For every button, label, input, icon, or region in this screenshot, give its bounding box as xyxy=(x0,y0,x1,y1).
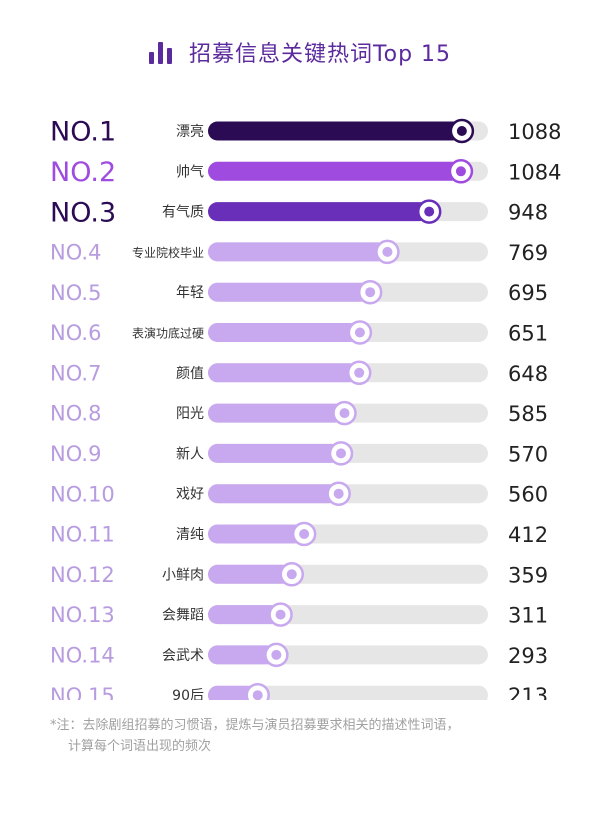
bar xyxy=(208,202,430,222)
keyword-label: 帅气 xyxy=(176,164,204,180)
value-label: 651 xyxy=(508,322,548,346)
bar-end-dot xyxy=(286,569,297,580)
bar-end-dot xyxy=(275,609,286,620)
footnote-line-2: 计算每个词语出现的频次 xyxy=(68,739,212,754)
bar xyxy=(208,645,277,665)
chart-title: 招募信息关键热词Top 15 xyxy=(188,42,452,67)
bar xyxy=(208,524,305,544)
keyword-label: 表演功底过硬 xyxy=(132,326,204,341)
bar-end-dot xyxy=(333,488,344,499)
rank-label: NO.7 xyxy=(50,361,101,385)
rank-label: NO.11 xyxy=(50,523,115,547)
keyword-label: 90后 xyxy=(172,688,204,700)
keyword-label: 专业院校毕业 xyxy=(132,245,204,260)
rank-label: NO.9 xyxy=(50,442,101,466)
bar xyxy=(208,564,292,584)
rank-label: NO.15 xyxy=(50,684,115,700)
rank-label: NO.12 xyxy=(50,563,115,587)
bar xyxy=(208,323,360,342)
value-label: 695 xyxy=(508,281,548,305)
rank-label: NO.14 xyxy=(50,643,115,667)
value-label: 1088 xyxy=(508,120,561,144)
bar-end-dot xyxy=(354,367,365,378)
bar xyxy=(208,403,345,423)
value-label: 412 xyxy=(508,523,548,547)
value-label: 570 xyxy=(508,442,548,466)
bar-chart-icon xyxy=(148,40,175,64)
rank-label: NO.6 xyxy=(50,321,101,345)
bar-end-dot xyxy=(455,166,466,177)
bar xyxy=(208,161,461,181)
keyword-label: 颜值 xyxy=(176,366,204,382)
bar xyxy=(208,242,388,262)
rank-label: NO.13 xyxy=(50,603,115,627)
bar-track xyxy=(208,685,488,700)
bar-end-dot xyxy=(339,408,350,419)
value-label: 293 xyxy=(508,644,548,668)
bar xyxy=(208,363,360,383)
bar xyxy=(208,443,341,463)
value-label: 359 xyxy=(508,563,548,587)
rank-label: NO.10 xyxy=(50,482,115,506)
bar xyxy=(208,282,371,302)
bar-end-dot xyxy=(299,529,310,539)
footnote: *注：去除剧组招募的习惯语，提炼与演员招募要求相关的描述性词语， 计算每个词语出… xyxy=(50,715,570,757)
value-label: 769 xyxy=(508,241,548,265)
bar xyxy=(208,685,258,700)
keyword-label: 阳光 xyxy=(176,406,204,422)
value-label: 585 xyxy=(508,402,548,426)
keyword-label: 会舞蹈 xyxy=(162,608,204,624)
keyword-label: 年轻 xyxy=(176,285,204,301)
bar-end-dot xyxy=(354,327,365,338)
value-label: 560 xyxy=(508,483,548,507)
rank-label: NO.1 xyxy=(50,117,116,148)
value-label: 648 xyxy=(508,362,548,386)
bar xyxy=(208,484,339,504)
rank-label: NO.8 xyxy=(50,402,101,426)
keyword-label: 会武术 xyxy=(162,648,204,664)
keyword-label: 清纯 xyxy=(176,527,204,543)
rank-label: NO.5 xyxy=(50,281,101,305)
bar-end-dot xyxy=(424,206,435,217)
value-label: 948 xyxy=(508,201,548,225)
keyword-label: 新人 xyxy=(176,446,204,462)
bar-end-dot xyxy=(365,287,376,298)
rank-label: NO.2 xyxy=(50,157,116,188)
bar xyxy=(208,121,462,141)
bar-end-dot xyxy=(252,690,263,700)
bar-end-dot xyxy=(336,448,346,459)
keyword-label: 戏好 xyxy=(176,487,204,503)
keyword-bar-chart: NO.1 漂亮 1088 NO.2 帅气 1084 NO.3 有气质 948 NO.4 专业院校毕业… xyxy=(50,117,561,700)
chart-header: 招募信息关键热词Top 15 xyxy=(0,34,600,70)
value-label: 213 xyxy=(508,684,548,700)
rank-label: NO.3 xyxy=(50,197,116,228)
keyword-label: 小鲜肉 xyxy=(162,567,204,583)
bar xyxy=(208,605,281,625)
bar-end-dot xyxy=(382,246,393,257)
keyword-label: 有气质 xyxy=(162,205,204,221)
bar-end-dot xyxy=(456,126,467,136)
rank-label: NO.4 xyxy=(50,240,101,264)
footnote-line-1: *注：去除剧组招募的习惯语，提炼与演员招募要求相关的描述性词语， xyxy=(50,718,460,733)
value-label: 1084 xyxy=(508,160,561,184)
value-label: 311 xyxy=(508,604,548,628)
keyword-label: 漂亮 xyxy=(176,123,204,140)
bar-end-dot xyxy=(271,649,282,660)
